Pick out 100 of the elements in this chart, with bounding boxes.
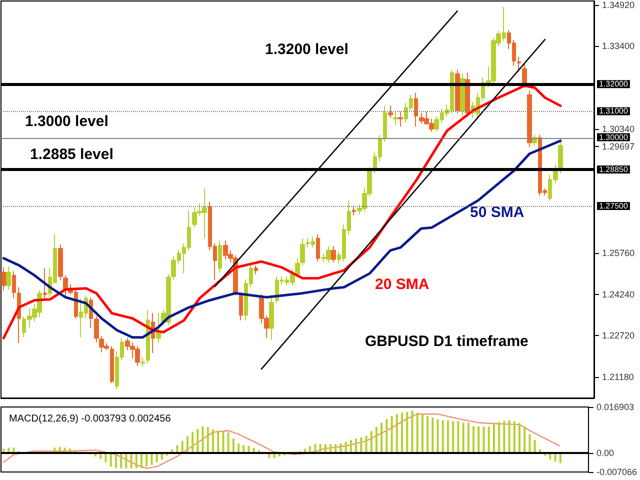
candlestick: [527, 90, 532, 148]
bar: [452, 421, 454, 453]
bar: [524, 426, 526, 453]
bar: [478, 426, 480, 453]
bar: [125, 452, 128, 468]
bar: [360, 437, 362, 453]
annotation: 1.2885 level: [30, 146, 114, 163]
candlestick: [141, 356, 145, 367]
bar: [150, 452, 153, 465]
candlestick: [455, 69, 460, 114]
candlestick: [110, 346, 114, 384]
candlestick: [460, 73, 465, 118]
bar: [212, 430, 214, 453]
annotation: GBPUSD D1 timeframe: [365, 333, 528, 350]
bar: [396, 414, 398, 453]
candlestick: [331, 246, 336, 263]
y-tick-label: 1.34920: [602, 0, 635, 10]
candlestick: [316, 234, 320, 262]
ref-line-label: 1.32000: [599, 80, 628, 89]
annotation: 1.3200 level: [265, 41, 348, 58]
candlestick: [218, 240, 222, 273]
candlestick: [43, 268, 47, 299]
bar: [375, 427, 378, 453]
candlestick: [393, 111, 398, 126]
bar: [146, 452, 148, 467]
y-tick-label: 0.00: [596, 448, 614, 458]
series-label: 20 SMA: [375, 276, 430, 293]
bar: [442, 420, 444, 453]
bar: [114, 452, 117, 468]
candlestick: [522, 63, 527, 88]
bar: [436, 419, 439, 453]
bar: [186, 436, 188, 453]
bar: [401, 412, 404, 453]
ref-line-label: 1.30000: [599, 132, 628, 142]
bar: [518, 423, 520, 453]
bar: [130, 452, 132, 468]
y-tick-label: 1.25760: [602, 248, 635, 258]
bar: [192, 432, 194, 453]
bar: [206, 427, 209, 453]
bar: [181, 440, 184, 453]
candlestick: [1, 266, 6, 291]
bar: [482, 426, 485, 453]
series-label: 50 SMA: [470, 204, 524, 221]
bar: [472, 426, 475, 453]
y-tick-label: -0.007066: [596, 467, 638, 477]
bar: [528, 434, 531, 453]
candlestick: [517, 56, 521, 72]
bar: [227, 432, 230, 453]
candlestick: [383, 105, 387, 142]
candlestick: [558, 137, 563, 174]
bar: [534, 440, 536, 453]
y-tick-label: 1.24240: [602, 289, 635, 300]
bar: [110, 452, 112, 467]
candlestick: [156, 312, 161, 344]
bar: [135, 452, 138, 468]
bar: [432, 418, 434, 453]
y-tick-label: 0.016903: [596, 402, 634, 412]
bar: [421, 414, 424, 453]
bar: [370, 431, 372, 453]
bar: [217, 430, 220, 453]
bar: [380, 422, 383, 453]
bar: [350, 440, 352, 453]
candlestick: [388, 105, 393, 118]
bar: [411, 410, 414, 453]
bar: [222, 431, 224, 453]
candlestick: [254, 264, 258, 275]
bar: [196, 428, 199, 453]
bar: [120, 452, 122, 468]
y-tick-label: 1.30340: [602, 124, 635, 134]
candlestick: [414, 92, 418, 128]
bar: [498, 422, 500, 453]
candlestick: [352, 204, 356, 216]
bar: [492, 424, 495, 453]
bar: [406, 412, 408, 453]
bar: [390, 416, 393, 453]
bar: [140, 452, 142, 468]
bar: [386, 419, 388, 453]
candlestick: [300, 238, 305, 266]
ref-line-label: 1.31000: [599, 106, 628, 116]
ref-line-label: 1.28850: [599, 164, 628, 174]
line-series: [2, 413, 562, 469]
y-tick-label: 1.29697: [602, 142, 635, 152]
bar: [426, 416, 429, 453]
y-tick-label: 1.22720: [602, 330, 635, 340]
bar: [488, 426, 490, 453]
annotation: 1.3000 level: [25, 113, 108, 130]
bar: [457, 421, 460, 453]
candlestick: [6, 266, 11, 290]
text: MACD(12,26,9) -0.003793 0.002456: [9, 414, 172, 424]
y-tick-label: 1.33400: [602, 41, 635, 52]
bar: [355, 438, 358, 453]
bar: [232, 438, 234, 453]
candlestick: [58, 244, 63, 281]
bar: [508, 420, 510, 453]
bar: [513, 421, 516, 453]
bar: [446, 420, 449, 453]
bar: [344, 442, 347, 453]
bar: [462, 422, 464, 453]
bar: [202, 426, 204, 453]
candlestick: [398, 111, 403, 128]
